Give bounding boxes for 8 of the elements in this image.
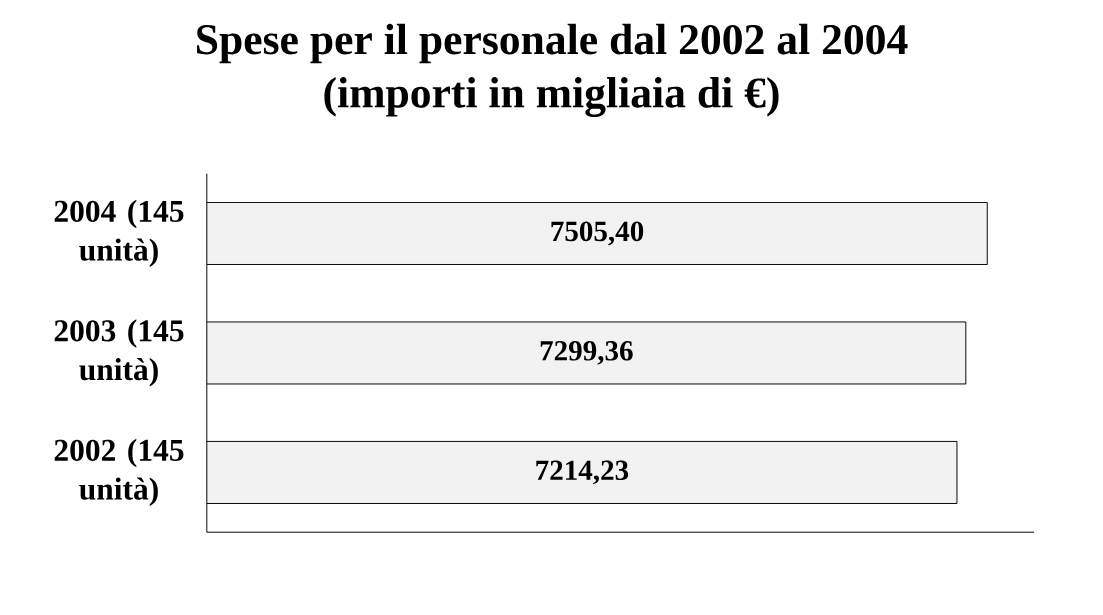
chart-title: Spese per il personale dal 2002 al 2004 [197,23,908,64]
chart-subtitle: (importi in migliaia di €) [324,77,779,117]
data-label: 7214,23 [536,460,629,485]
y-tick-label: 2004 (145 unità) [54,199,184,268]
data-label: 7505,40 [551,221,644,246]
y-tick-label: 2002 (145 unità) [54,438,184,507]
y-tick-label: 2003 (145 unità) [54,319,184,387]
data-label: 7299,36 [540,341,633,365]
